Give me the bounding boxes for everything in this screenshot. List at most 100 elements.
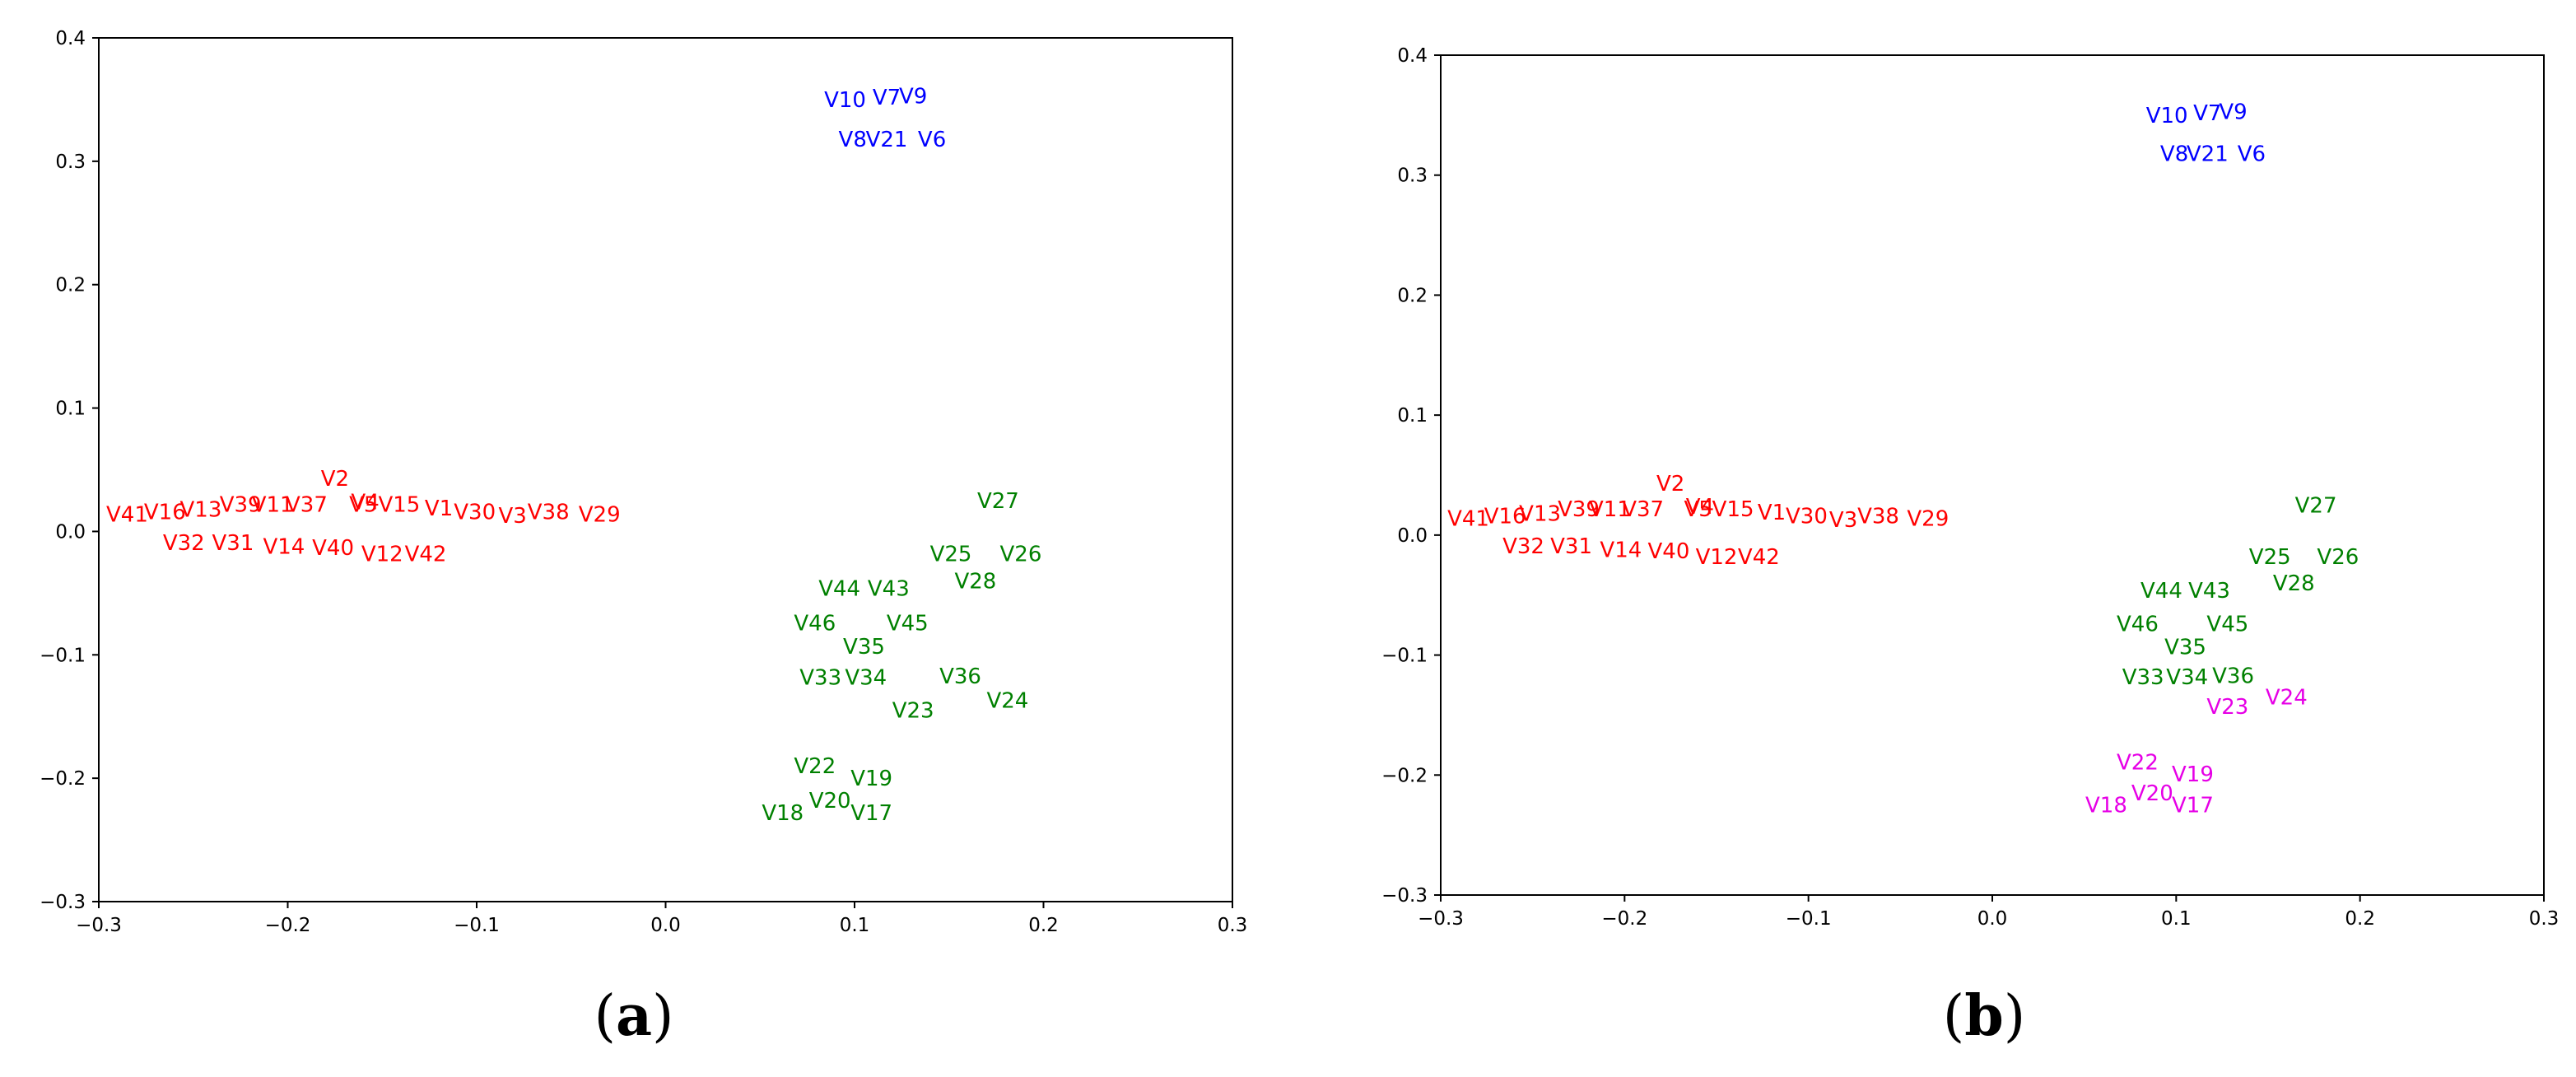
panel-b-point-label-v30: V30 [1786,505,1828,529]
panel-b-point-label-v8: V8 [2160,142,2188,166]
panel-b-point-label-v42: V42 [1738,545,1780,570]
panel-b-y-tick-label: −0.2 [1381,765,1428,786]
panel-a-point-label-v27: V27 [977,489,1019,514]
panel-b-y-tick-label: 0.4 [1397,45,1428,67]
panel-a-point-label-v30: V30 [454,500,496,525]
panel-b-caption: (b) [1943,983,2026,1049]
panel-b-point-label-v14: V14 [1600,538,1642,562]
panel-b-point-label-v18: V18 [2085,794,2127,818]
panel-b-y-tick-label: 0.1 [1397,405,1428,427]
panel-a-point-label-v12: V12 [361,542,403,566]
panel-b-point-label-v20: V20 [2131,781,2173,806]
panel-b-point-label-v44: V44 [2140,579,2182,604]
panel-b-point-label-v41: V41 [1447,506,1489,531]
panel-b-point-label-v32: V32 [1502,534,1544,559]
panel-a-point-label-v14: V14 [263,534,305,559]
panel-a-point-label-v1: V1 [425,497,453,521]
panel-b-point-label-v40: V40 [1647,539,1689,564]
panel-a-x-tick-label: 0.1 [840,915,870,936]
panel-b-point-label-v4: V4 [1686,495,1714,520]
panel-a-point-label-v17: V17 [850,801,892,826]
panel-b-point-label-v27: V27 [2295,493,2337,518]
panel-b-point-label-v38: V38 [1857,505,1899,529]
panel-a-point-label-v20: V20 [809,789,851,814]
panel-b-point-label-v12: V12 [1696,545,1738,570]
panel-a-point-label-v22: V22 [794,754,836,779]
panel-b-x-tick-label: 0.0 [1977,908,2008,930]
panel-a-point-label-v2: V2 [321,467,349,492]
panel-b-point-label-v37: V37 [1622,497,1664,522]
panel-a-point-label-v28: V28 [954,569,996,594]
panel-a-point-label-v37: V37 [286,492,328,517]
panel-a-y-tick-label: 0.3 [55,152,86,173]
panel-a-point-label-v38: V38 [528,500,570,525]
panel-b-point-label-v31: V31 [1550,534,1592,559]
panel-a-point-label-v19: V19 [850,767,892,791]
panel-a-point-label-v26: V26 [1000,542,1042,566]
panel-b-y-tick-label: −0.3 [1381,885,1428,907]
panel-b-x-tick-label: −0.1 [1786,908,1832,930]
panel-a-y-tick-label: 0.0 [55,521,86,543]
panel-a-point-label-v5: V5 [349,492,377,517]
panel-b-point-label-v33: V33 [2122,665,2164,690]
panel-a-point-label-v6: V6 [918,128,946,152]
panel-b-point-label-v13: V13 [1519,502,1561,527]
panel-a-y-tick-label: −0.2 [40,768,86,790]
panel-b-x-tick-label: 0.3 [2529,908,2560,930]
panel-b-point-label-v3: V3 [1829,508,1857,533]
panel-a-point-label-v33: V33 [799,665,841,690]
panel-b-point-label-v19: V19 [2172,762,2214,787]
panel-b-point-label-v9: V9 [2219,100,2247,124]
panel-a-point-label-v4: V4 [351,490,379,515]
panel-b-plot-frame [1440,54,2545,896]
panel-a-point-label-v32: V32 [163,531,205,556]
panel-a-plot-frame [98,37,1233,902]
panel-b-point-label-v16: V16 [1484,505,1526,529]
panel-a-point-label-v3: V3 [498,504,526,529]
panel-b-y-tick-label: 0.0 [1397,525,1428,547]
panel-a-y-tick-label: 0.4 [55,28,86,49]
panel-a-point-label-v24: V24 [986,689,1028,714]
panel-b-point-label-v24: V24 [2266,686,2308,711]
panel-b-y-tick-label: 0.3 [1397,166,1428,187]
panel-a-point-label-v42: V42 [405,542,447,566]
panel-b-y-tick-label: −0.1 [1381,646,1428,667]
panel-a-x-tick-label: 0.3 [1218,915,1248,936]
panel-a-point-label-v15: V15 [378,492,420,517]
panel-a-y-tick-label: 0.2 [55,275,86,296]
panel-a-x-tick-label: −0.1 [454,915,500,936]
panel-b-point-label-v35: V35 [2164,635,2206,660]
panel-b-point-label-v6: V6 [2238,142,2266,166]
panel-a-point-label-v21: V21 [866,128,908,152]
panel-b-point-label-v1: V1 [1758,501,1786,525]
panel-a-point-label-v18: V18 [762,801,804,826]
panel-a-point-label-v8: V8 [839,128,867,152]
panel-b-point-label-v7: V7 [2193,101,2221,126]
panel-a-x-tick-label: −0.3 [76,915,122,936]
panel-a-point-label-v35: V35 [843,635,885,660]
panel-a-chart: −0.3 −0.2 −0.1 0.0 0.1 0.2 0.3 −0.3 −0.2 −0.1 0.0 0… [40,28,1247,1049]
panel-a-point-label-v36: V36 [939,664,981,689]
panel-b-x-tick-label: −0.2 [1601,908,1647,930]
panel-a-point-label-v29: V29 [579,502,621,527]
panel-a-point-label-v10: V10 [824,88,866,113]
panel-b-point-label-v45: V45 [2206,613,2248,637]
panel-b-point-label-v43: V43 [2188,579,2230,604]
panel-a-point-label-v43: V43 [868,576,910,601]
panel-b-point-label-v2: V2 [1656,472,1684,497]
panel-b-point-label-v28: V28 [2273,571,2315,596]
panel-a-point-label-v40: V40 [312,536,354,561]
panel-a-x-tick-label: −0.2 [265,915,311,936]
panel-b-point-label-v5: V5 [1684,497,1712,522]
panel-a-point-label-v34: V34 [845,665,887,690]
panel-a-point-label-v31: V31 [212,531,254,556]
panel-a-point-label-v41: V41 [106,502,148,527]
panel-b-point-label-v26: V26 [2317,545,2359,570]
panel-b-point-label-v34: V34 [2166,665,2208,690]
panel-a-point-label-v46: V46 [794,611,836,636]
panel-a-point-label-v13: V13 [179,497,221,522]
panel-b-point-label-v21: V21 [2187,142,2229,166]
panel-b-caption-letter: b [1964,983,2004,1049]
panel-b-point-label-v22: V22 [2117,750,2159,775]
panel-b-point-label-v39: V39 [1558,497,1600,522]
